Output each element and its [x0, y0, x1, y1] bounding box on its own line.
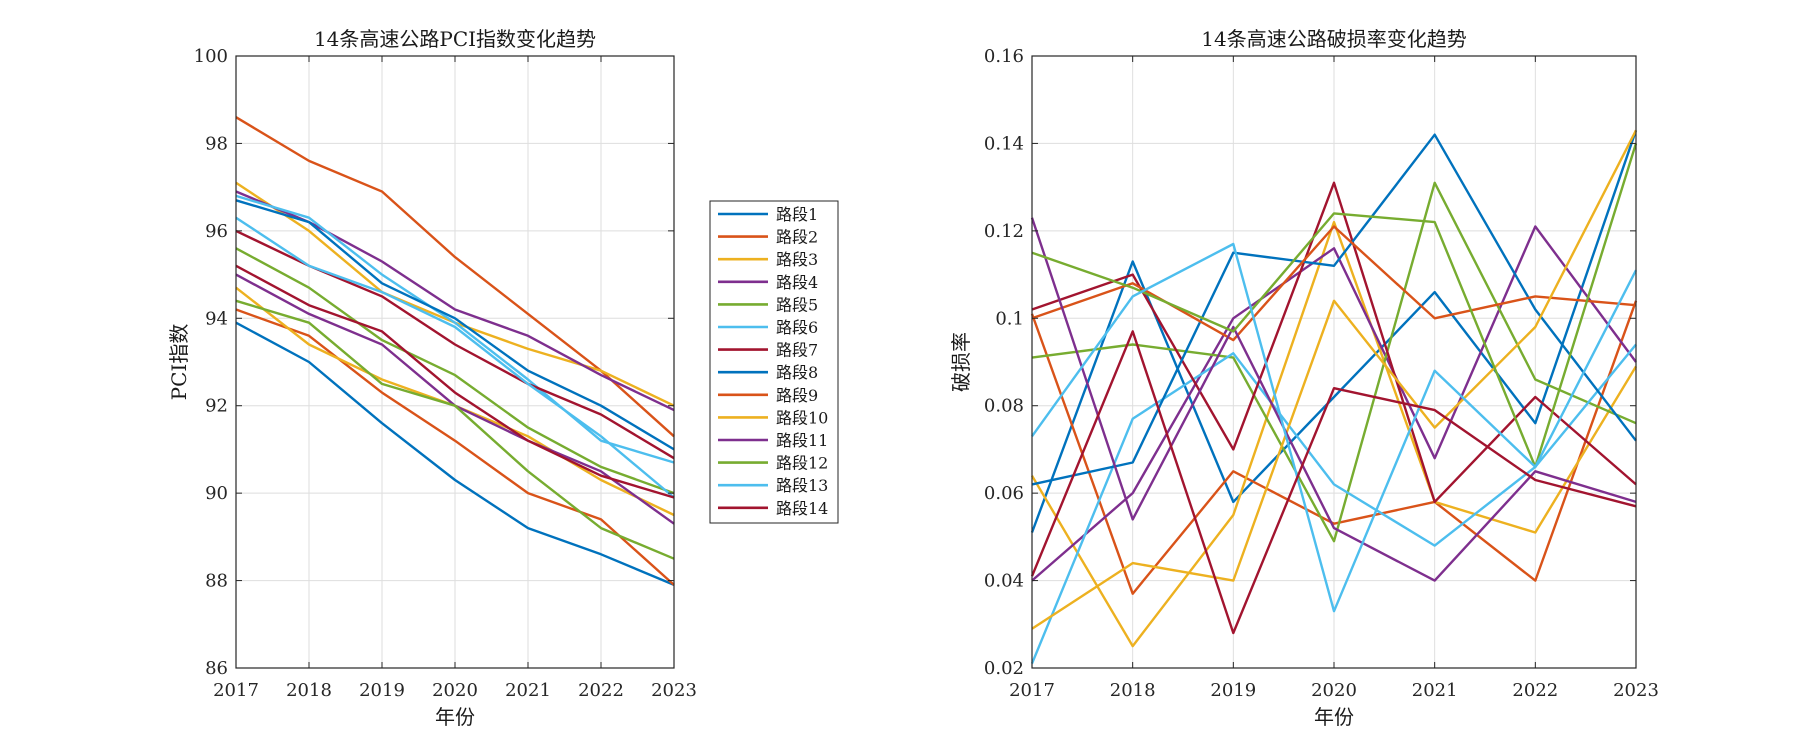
damage-y-tick-label: 0.12 — [984, 221, 1024, 242]
damage-x-tick-label: 2017 — [1009, 680, 1055, 701]
legend-label-6: 路段6 — [776, 318, 818, 337]
legend-box — [709, 200, 839, 524]
damage-y-tick-label: 0.1 — [995, 308, 1024, 329]
legend-label-14: 路段14 — [776, 499, 828, 518]
pci-x-tick-label: 2017 — [213, 680, 259, 701]
pci-chart: 2017 2018 2019 2020 2021 2022 2023 86 88 90 92 94 96… — [167, 27, 697, 729]
legend-label-1: 路段1 — [776, 205, 818, 224]
legend-label-9: 路段9 — [776, 386, 818, 405]
damage-series-line-9 — [1031, 225, 1637, 342]
pci-y-tick-label: 86 — [205, 658, 228, 679]
pci-x-tick-label: 2023 — [651, 680, 697, 701]
damage-chart-title: 14条高速公路破损率变化趋势 — [1201, 27, 1466, 51]
pci-x-tick-label: 2020 — [432, 680, 478, 701]
damage-x-axis-label: 年份 — [1314, 705, 1354, 729]
damage-lines — [1030, 129, 1638, 665]
legend-label-2: 路段2 — [776, 228, 818, 247]
legend-label-13: 路段13 — [776, 476, 828, 495]
legend-label-3: 路段3 — [776, 250, 818, 269]
pci-series-line-9 — [235, 308, 675, 586]
damage-series-line-8 — [1031, 133, 1637, 486]
legend-label-4: 路段4 — [776, 273, 818, 292]
damage-series-line-2 — [1030, 300, 1638, 595]
pci-series-line-5 — [235, 247, 675, 495]
pci-x-tick-label: 2021 — [505, 680, 551, 701]
legend-label-5: 路段5 — [776, 295, 818, 314]
pci-series-line-14 — [235, 264, 675, 499]
legend: 路段1 路段2 路段3 路段4 路段5 路段6 路段7 路段8 路段9 路段10 路段11 路段12 路… — [709, 200, 839, 524]
pci-series-line-8 — [235, 199, 675, 451]
pci-y-tick-label: 90 — [205, 483, 228, 504]
pci-y-tick-label: 100 — [194, 46, 228, 67]
pci-series-line-1 — [235, 321, 675, 587]
damage-series-line-3 — [1030, 220, 1638, 648]
damage-x-tick-label: 2023 — [1613, 680, 1659, 701]
pci-x-tick-label: 2019 — [359, 680, 405, 701]
pci-y-tick-label: 94 — [205, 308, 228, 329]
damage-ticks: 2017 2018 2019 2020 2021 2022 2023 0.02 0.04 0.06… — [984, 46, 1659, 701]
pci-y-tick-label: 92 — [205, 396, 228, 417]
damage-y-tick-label: 0.14 — [984, 133, 1024, 154]
legend-label-8: 路段8 — [776, 363, 818, 382]
legend-label-7: 路段7 — [776, 341, 818, 360]
damage-x-tick-label: 2022 — [1512, 680, 1558, 701]
legend-label-11: 路段11 — [776, 431, 828, 450]
pci-x-tick-label: 2022 — [578, 680, 624, 701]
damage-y-axis-label: 破损率 — [949, 332, 973, 392]
legend-label-12: 路段12 — [776, 454, 828, 473]
pci-x-tick-label: 2018 — [286, 680, 332, 701]
damage-series-line-10 — [1031, 129, 1638, 630]
damage-y-tick-label: 0.16 — [984, 46, 1024, 67]
damage-series-line-7 — [1031, 181, 1637, 504]
pci-x-axis-label: 年份 — [435, 705, 475, 729]
legend-items: 路段1 路段2 路段3 路段4 路段5 路段6 路段7 路段8 路段9 路段10 路段11 路段12 路… — [718, 205, 828, 518]
pci-lines — [235, 116, 675, 587]
pci-ticks: 2017 2018 2019 2020 2021 2022 2023 86 88 90 92 94 96… — [194, 46, 697, 701]
pci-y-tick-label: 96 — [205, 221, 228, 242]
damage-x-tick-label: 2021 — [1412, 680, 1458, 701]
pci-y-tick-label: 98 — [205, 133, 228, 154]
damage-y-tick-label: 0.04 — [984, 571, 1024, 592]
pci-series-line-6 — [235, 194, 675, 464]
pci-series-line-13 — [235, 216, 675, 499]
damage-x-tick-label: 2019 — [1210, 680, 1256, 701]
damage-series-line-13 — [1031, 242, 1638, 613]
damage-y-tick-label: 0.02 — [984, 658, 1024, 679]
pci-chart-title: 14条高速公路PCI指数变化趋势 — [314, 27, 596, 51]
damage-y-tick-label: 0.08 — [984, 396, 1024, 417]
damage-series-line-4 — [1031, 225, 1637, 582]
damage-x-tick-label: 2018 — [1110, 680, 1156, 701]
damage-rate-chart: 2017 2018 2019 2020 2021 2022 2023 0.02 0.04 0.06… — [949, 27, 1659, 729]
pci-y-tick-label: 88 — [205, 571, 228, 592]
pci-y-axis-label: PCI指数 — [167, 324, 191, 401]
damage-y-tick-label: 0.06 — [984, 483, 1024, 504]
damage-series-line-11 — [1030, 217, 1637, 582]
damage-series-line-14 — [1030, 330, 1637, 635]
legend-label-10: 路段10 — [776, 408, 828, 427]
pci-series-line-12 — [235, 299, 675, 560]
damage-series-line-1 — [1030, 129, 1638, 533]
damage-series-line-5 — [1031, 181, 1637, 543]
damage-x-tick-label: 2020 — [1311, 680, 1357, 701]
